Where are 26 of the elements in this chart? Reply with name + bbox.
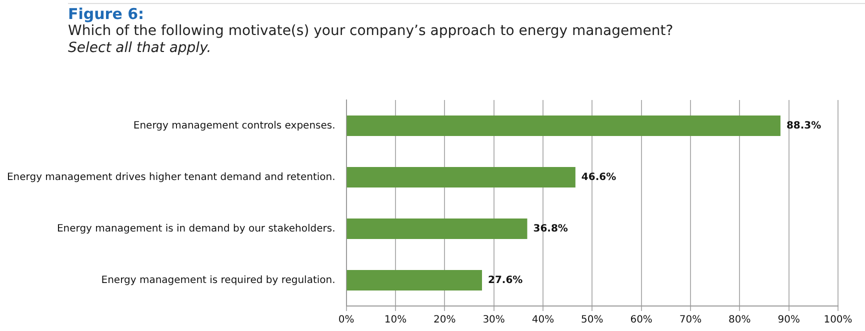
x-tick-label: 60% [630,314,652,326]
x-tick-label: 50% [581,314,604,326]
y-tick-label: Energy management controls expenses. [133,120,336,132]
x-tick-label: 0% [338,314,354,326]
bar [346,218,528,240]
data-label: 46.6% [581,172,616,183]
bar [346,166,576,188]
data-label: 88.3% [786,120,822,132]
data-label: 36.8% [533,223,568,234]
x-tick-label: 20% [434,314,456,326]
text: Figure 6: [68,5,146,23]
x-tick-label: 100% [824,314,852,326]
y-tick-label: Energy management is in demand by our stakeholders. [56,223,336,234]
x-tick-label: 80% [728,314,751,326]
x-tick-label: 70% [679,314,702,326]
chart-subtitle: Which of the following motivate(s) your company’s approach to energy management? [68,23,674,40]
x-tick-label: 30% [482,314,505,326]
y-tick-label: Energy management drives higher tenant demand and retention. [6,172,336,183]
x-tick-label: 10% [384,314,407,326]
data-label: 27.6% [488,274,523,286]
bar [346,270,482,291]
text: Select all that apply. [68,40,212,57]
x-tick-label: 90% [778,314,800,326]
bar [346,115,780,136]
y-tick-label: Energy management is required by regulation. [101,274,336,286]
x-tick-label: 40% [532,314,554,326]
